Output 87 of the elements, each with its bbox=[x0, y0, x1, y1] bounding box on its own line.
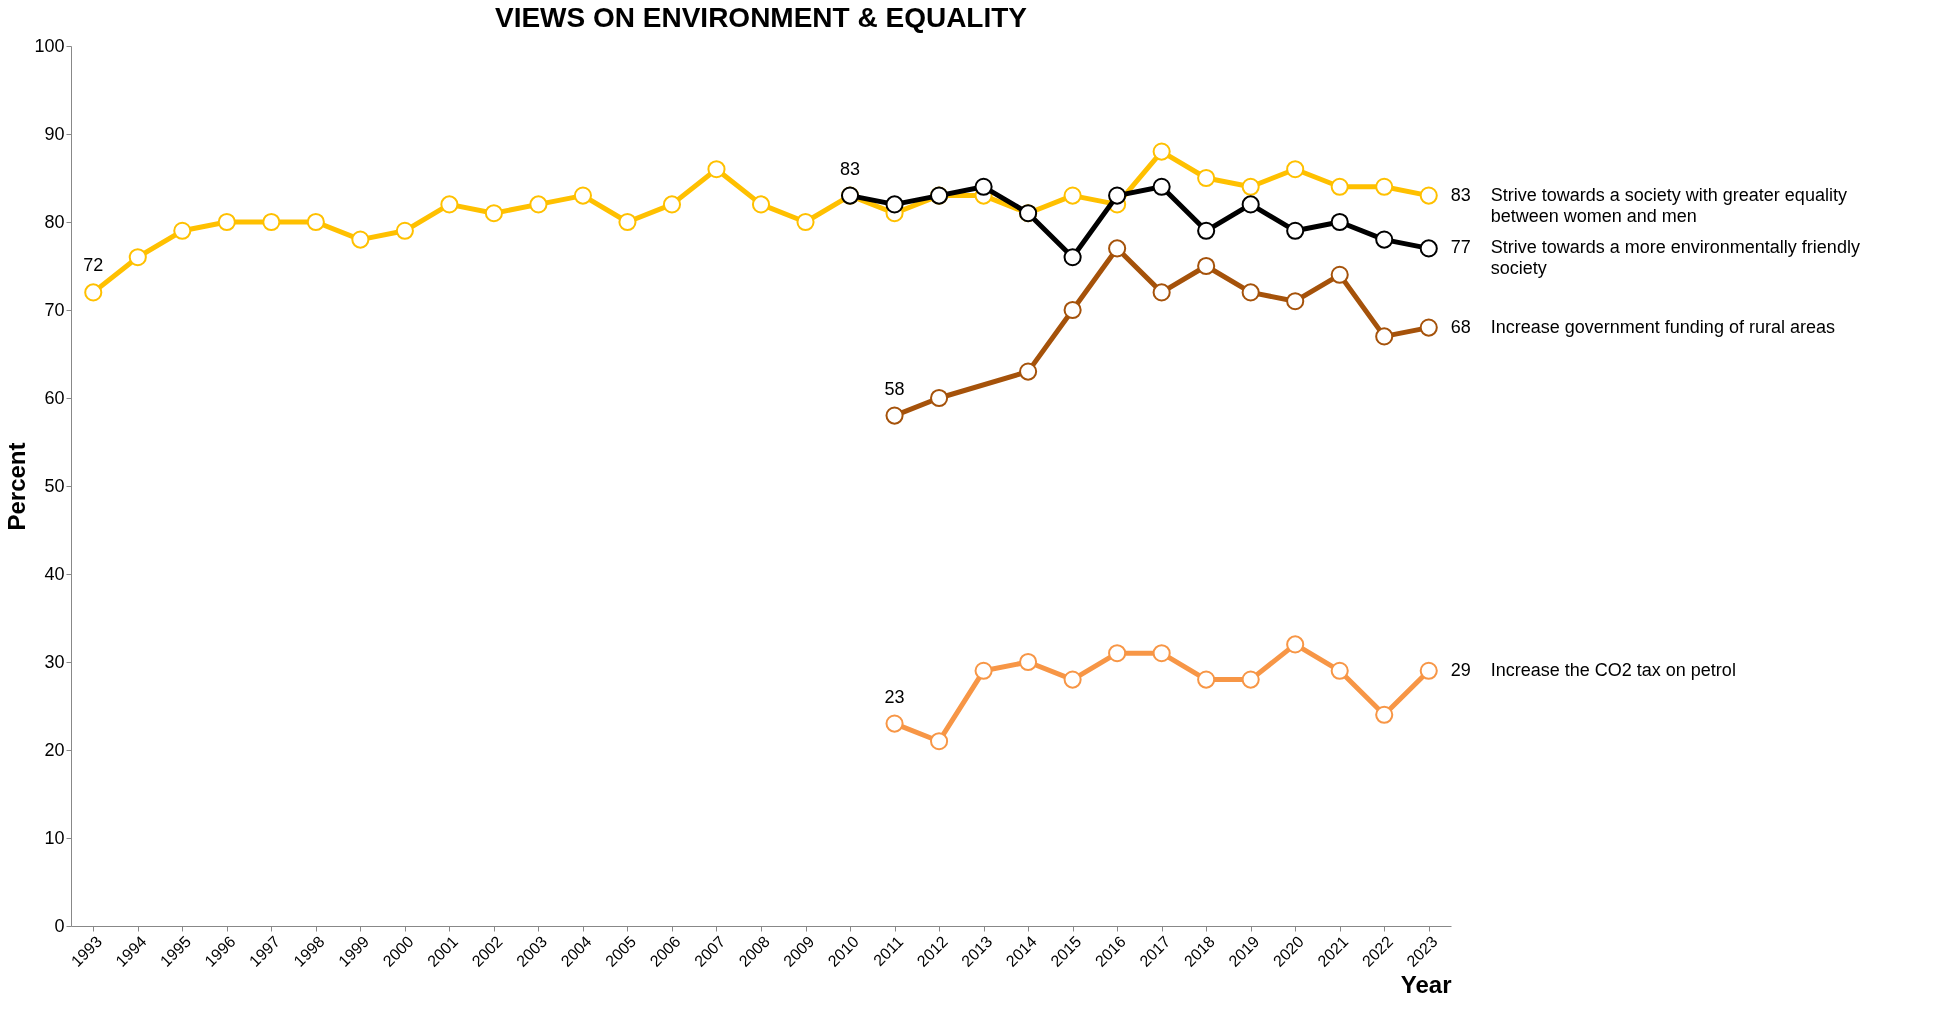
point bbox=[796, 212, 815, 232]
point bbox=[1152, 644, 1171, 663]
point bbox=[1019, 362, 1038, 381]
point bbox=[1197, 256, 1216, 276]
point bbox=[1286, 221, 1305, 240]
point bbox=[1197, 168, 1216, 188]
point bbox=[1419, 318, 1438, 337]
point bbox=[1375, 230, 1394, 249]
y-tick-label: 0 bbox=[54, 915, 65, 936]
y-tick-label: 50 bbox=[44, 475, 65, 496]
point bbox=[1330, 177, 1349, 196]
y-axis-title: Percent bbox=[3, 442, 31, 531]
text: Increase the CO2 tax on petrol bbox=[1490, 659, 1736, 680]
point bbox=[1330, 265, 1349, 284]
point bbox=[707, 160, 726, 179]
point bbox=[84, 283, 103, 302]
point bbox=[1241, 177, 1260, 196]
point bbox=[1019, 652, 1038, 672]
y-tick-label: 20 bbox=[44, 739, 65, 760]
annotation: 23 bbox=[884, 686, 905, 707]
point bbox=[1330, 212, 1349, 232]
point bbox=[1286, 160, 1305, 179]
point bbox=[1286, 635, 1305, 654]
point bbox=[1063, 670, 1082, 689]
point bbox=[484, 204, 503, 223]
y-tick-label: 40 bbox=[44, 563, 65, 584]
point bbox=[440, 195, 459, 214]
point bbox=[1419, 661, 1438, 680]
point bbox=[1241, 283, 1260, 302]
point bbox=[1419, 186, 1438, 205]
point bbox=[885, 195, 904, 214]
point bbox=[1197, 221, 1216, 240]
point bbox=[573, 186, 592, 205]
point bbox=[1197, 670, 1216, 689]
point bbox=[930, 388, 949, 408]
point bbox=[618, 212, 637, 232]
annotation: 77 bbox=[1450, 237, 1471, 258]
point bbox=[1375, 177, 1394, 196]
point bbox=[262, 212, 281, 232]
text: Strive towards a society with greater equality between women and men bbox=[1490, 184, 1847, 226]
annotation: 72 bbox=[83, 255, 104, 276]
point bbox=[885, 406, 904, 425]
annotation: 58 bbox=[884, 378, 905, 399]
y-tick-label: 30 bbox=[44, 651, 65, 672]
point bbox=[1063, 186, 1082, 205]
point bbox=[1241, 195, 1260, 214]
annotation: 29 bbox=[1450, 659, 1471, 680]
annotation: 83 bbox=[840, 158, 861, 179]
point bbox=[1108, 186, 1127, 205]
chart-title: VIEWS ON ENVIRONMENT & EQUALITY bbox=[494, 2, 1028, 33]
y-tick-label: 80 bbox=[44, 211, 65, 232]
point bbox=[930, 732, 949, 751]
point bbox=[885, 714, 904, 733]
point bbox=[1108, 239, 1127, 258]
point bbox=[1330, 661, 1349, 680]
text: Increase government funding of rural areas bbox=[1490, 316, 1835, 337]
point bbox=[1286, 292, 1305, 311]
point bbox=[128, 248, 147, 267]
point bbox=[173, 221, 192, 240]
point bbox=[306, 212, 325, 232]
point bbox=[1108, 644, 1127, 663]
y-tick-label: 70 bbox=[44, 299, 65, 320]
point bbox=[1152, 283, 1171, 302]
point bbox=[395, 221, 414, 240]
point bbox=[1152, 142, 1171, 161]
point bbox=[529, 195, 548, 214]
annotation: 68 bbox=[1450, 316, 1471, 337]
y-tick-label: 90 bbox=[44, 123, 65, 144]
y-tick-label: 100 bbox=[34, 35, 65, 56]
point bbox=[1152, 177, 1171, 196]
point bbox=[1063, 248, 1082, 267]
point bbox=[751, 195, 771, 214]
y-tick-label: 60 bbox=[44, 387, 65, 408]
point bbox=[1419, 239, 1438, 258]
point bbox=[217, 212, 236, 232]
point bbox=[351, 230, 370, 249]
point bbox=[974, 177, 993, 196]
point bbox=[1375, 327, 1394, 346]
point bbox=[1241, 670, 1260, 689]
point bbox=[1375, 705, 1394, 724]
point bbox=[662, 195, 682, 214]
annotation: 83 bbox=[1450, 184, 1471, 205]
y-tick-label: 10 bbox=[44, 827, 65, 848]
point bbox=[974, 661, 993, 680]
x-axis-title: Year bbox=[1400, 970, 1452, 998]
point bbox=[1063, 300, 1082, 320]
text: Strive towards a more environmentally friendly society bbox=[1490, 237, 1860, 279]
